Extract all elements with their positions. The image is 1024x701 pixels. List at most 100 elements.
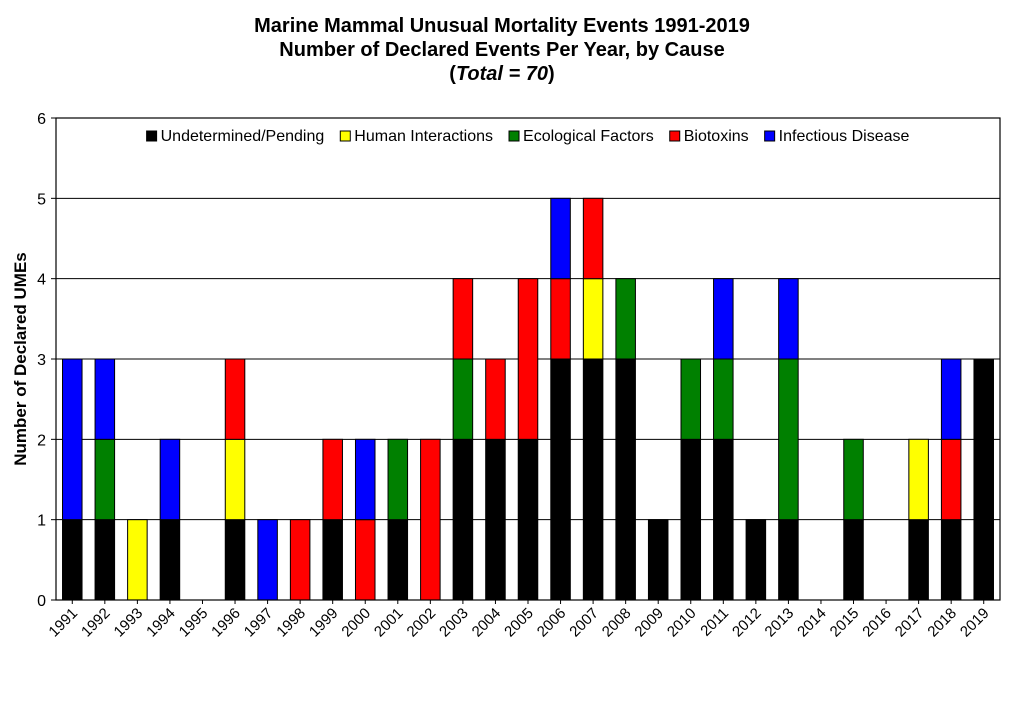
- bar-2010-undetermined-pending: [680, 438, 702, 601]
- bar-1999-biotoxins: [322, 438, 343, 521]
- bars: [62, 197, 994, 601]
- bar-2001-undetermined-pending: [387, 519, 409, 601]
- x-tick-label-1998: 1998: [273, 605, 309, 641]
- total-label: Total = 70: [455, 63, 549, 85]
- bar-1993-human-interactions: [127, 519, 148, 601]
- bar-2005-undetermined-pending: [517, 438, 539, 601]
- bar-1992-infectious-disease: [94, 358, 116, 440]
- bar-2000-infectious-disease: [354, 438, 376, 521]
- y-tick-label-6: 6: [37, 111, 46, 128]
- x-tick-label-2001: 2001: [371, 605, 407, 641]
- bar-2018-infectious-disease: [940, 358, 962, 440]
- bar-1994-undetermined-pending: [159, 519, 181, 601]
- bar-2000-biotoxins: [354, 519, 376, 601]
- bar-2018-biotoxins: [940, 438, 962, 521]
- y-tick-label-1: 1: [37, 513, 46, 530]
- legend-label-human-interactions: Human Interactions: [354, 128, 493, 145]
- x-tick-label-2004: 2004: [469, 605, 505, 641]
- bar-2009-undetermined-pending: [647, 519, 669, 601]
- bar-1992-ecological-factors: [94, 438, 116, 521]
- bar-2012-undetermined-pending: [745, 519, 767, 601]
- x-tick-label-2018: 2018: [924, 605, 960, 641]
- bar-2006-infectious-disease: [550, 197, 571, 280]
- legend-label-biotoxins: Biotoxins: [684, 128, 749, 145]
- x-tick-label-1995: 1995: [176, 605, 212, 641]
- bar-2001-ecological-factors: [387, 438, 409, 521]
- x-tick-label-2002: 2002: [404, 605, 440, 641]
- x-tick-label-1997: 1997: [241, 605, 277, 641]
- x-tick-label-2013: 2013: [762, 605, 798, 641]
- x-tick-label-1996: 1996: [208, 605, 244, 641]
- bar-2013-ecological-factors: [778, 358, 799, 521]
- bar-2007-human-interactions: [582, 278, 604, 360]
- x-tick-label-2007: 2007: [566, 605, 602, 641]
- bar-1991-undetermined-pending: [62, 519, 83, 601]
- x-tick-label-1993: 1993: [111, 605, 147, 641]
- x-tick-label-2008: 2008: [599, 605, 635, 641]
- bar-2006-biotoxins: [550, 278, 571, 360]
- bar-2003-undetermined-pending: [452, 438, 474, 601]
- bar-1997-infectious-disease: [257, 519, 278, 601]
- x-tick-label-2017: 2017: [892, 605, 928, 641]
- bar-2003-biotoxins: [452, 278, 474, 360]
- x-tick-label-1991: 1991: [45, 605, 81, 641]
- legend-label-ecological-factors: Ecological Factors: [523, 128, 654, 145]
- x-tick-label-2011: 2011: [697, 605, 732, 640]
- x-tick-label-2009: 2009: [631, 605, 667, 641]
- x-tick-label-1994: 1994: [143, 605, 179, 641]
- y-axis-label: Number of Declared UMEs: [11, 252, 30, 466]
- x-tick-label-2006: 2006: [534, 605, 570, 641]
- total-open-paren: (: [449, 63, 456, 85]
- x-tick-label-2016: 2016: [859, 605, 895, 641]
- bar-1994-infectious-disease: [159, 438, 181, 521]
- bar-2008-undetermined-pending: [615, 358, 636, 601]
- bar-2017-undetermined-pending: [908, 519, 929, 601]
- bar-2013-undetermined-pending: [778, 519, 799, 601]
- bar-2004-biotoxins: [485, 358, 506, 440]
- bar-1996-biotoxins: [224, 358, 246, 440]
- bar-2013-infectious-disease: [778, 278, 799, 360]
- legend-swatch-biotoxins: [669, 130, 681, 142]
- chart-title-line-1: Marine Mammal Unusual Mortality Events 1…: [254, 15, 750, 37]
- bar-2011-ecological-factors: [713, 358, 734, 440]
- bar-2011-undetermined-pending: [713, 438, 734, 601]
- total-close-paren: ): [548, 63, 555, 85]
- x-tick-label-2019: 2019: [957, 605, 993, 641]
- chart-title: Marine Mammal Unusual Mortality Events 1…: [0, 14, 1004, 86]
- bar-2006-undetermined-pending: [550, 358, 571, 601]
- bar-2015-ecological-factors: [843, 438, 864, 521]
- legend-swatch-undetermined-pending: [146, 130, 158, 142]
- bar-1998-biotoxins: [289, 519, 311, 601]
- legend-label-infectious-disease: Infectious Disease: [779, 128, 910, 145]
- y-tick-label-0: 0: [37, 593, 46, 610]
- bar-2005-biotoxins: [517, 278, 539, 440]
- chart-title-line-2: Number of Declared Events Per Year, by C…: [279, 39, 725, 61]
- x-tick-label-1992: 1992: [78, 605, 114, 641]
- y-tick-label-2: 2: [37, 432, 46, 449]
- bar-1992-undetermined-pending: [94, 519, 116, 601]
- x-tick-label-1999: 1999: [306, 605, 342, 641]
- x-tick-label-2005: 2005: [501, 605, 537, 641]
- x-axis-ticks: 1991199219931994199519961997199819992000…: [45, 600, 993, 641]
- x-tick-label-2000: 2000: [338, 605, 374, 641]
- bar-1991-infectious-disease: [62, 358, 83, 521]
- y-axis-ticks: 0 1 2 3 4 5 6: [37, 111, 56, 610]
- bar-2007-undetermined-pending: [582, 358, 604, 601]
- y-tick-label-4: 4: [37, 272, 46, 289]
- chart-total-note: (Total = 70): [0, 62, 1004, 86]
- x-tick-label-2014: 2014: [794, 605, 830, 641]
- bar-1996-human-interactions: [224, 438, 246, 521]
- y-tick-label-5: 5: [37, 191, 46, 208]
- legend-swatch-ecological-factors: [508, 130, 520, 142]
- legend-swatch-infectious-disease: [764, 130, 776, 142]
- bar-2010-ecological-factors: [680, 358, 702, 440]
- bar-2019-undetermined-pending: [973, 358, 994, 601]
- x-tick-label-2012: 2012: [729, 605, 765, 641]
- legend: Undetermined/Pending Human Interactions Ec…: [146, 128, 910, 145]
- bar-2003-ecological-factors: [452, 358, 474, 440]
- legend-label-undetermined-pending: Undetermined/Pending: [161, 128, 325, 145]
- x-tick-label-2010: 2010: [664, 605, 700, 641]
- bar-1996-undetermined-pending: [224, 519, 246, 601]
- bar-2018-undetermined-pending: [940, 519, 962, 601]
